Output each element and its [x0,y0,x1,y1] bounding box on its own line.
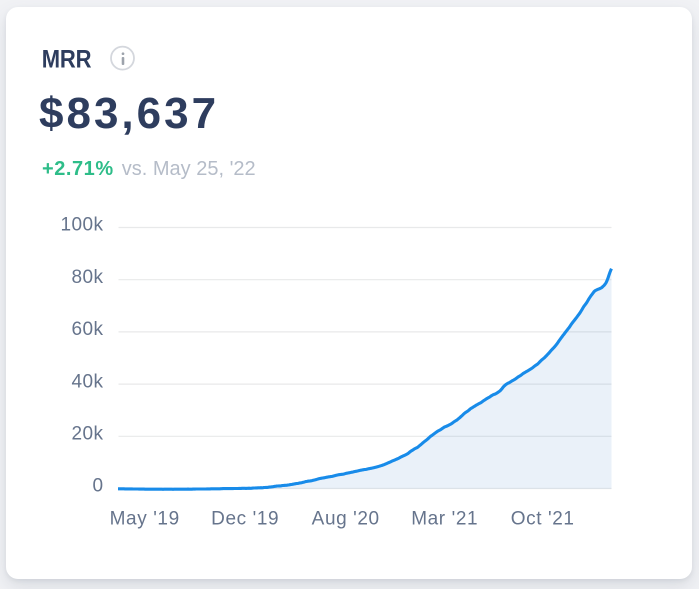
svg-text:Mar '21: Mar '21 [411,509,478,530]
svg-text:20k: 20k [72,424,104,445]
svg-text:May '19: May '19 [110,509,180,530]
svg-text:80k: 80k [72,267,104,288]
svg-text:40k: 40k [72,371,104,392]
svg-text:Aug '20: Aug '20 [312,509,380,530]
svg-text:60k: 60k [72,319,104,340]
svg-text:0: 0 [92,476,103,497]
svg-text:100k: 100k [60,215,103,236]
svg-text:Dec '19: Dec '19 [211,509,279,530]
svg-text:Oct '21: Oct '21 [511,509,575,530]
